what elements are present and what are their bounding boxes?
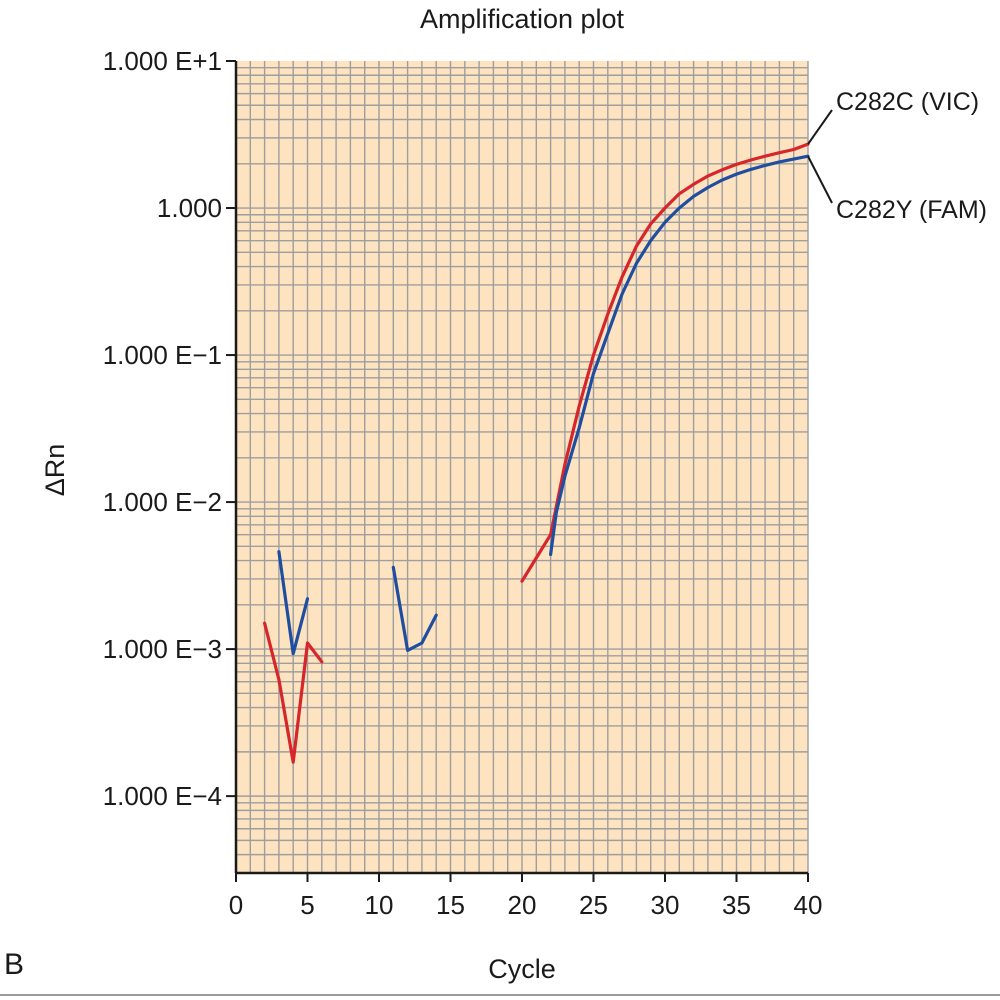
x-tick-label: 5 [300, 890, 314, 920]
series-line [391, 565, 438, 652]
panel-label: B [4, 948, 25, 981]
y-tick-label: 1.000 E−3 [103, 634, 222, 664]
x-tick-label: 10 [365, 890, 394, 920]
x-tick-label: 35 [722, 890, 751, 920]
x-tick-label: 20 [508, 890, 537, 920]
y-tick-label: 1.000 E−1 [103, 340, 222, 370]
y-tick-label: 1.000 [157, 193, 222, 223]
x-tick-label: 40 [794, 890, 823, 920]
series-line [520, 142, 810, 583]
series-label: C282Y (FAM) [836, 196, 987, 224]
x-axis-label: Cycle [488, 954, 556, 984]
x-tick-label: 30 [651, 890, 680, 920]
axes: 0 5 10 15 20 25 30 35 40 1.000 E+1 1.000 1.000 E−1 1… [103, 46, 823, 920]
series-layer [263, 142, 810, 764]
series-line [549, 154, 810, 557]
grid [235, 61, 809, 874]
y-axis-label: ΔRn [40, 444, 70, 497]
series-label: C282C (VIC) [836, 88, 979, 116]
chart-title: Amplification plot [420, 4, 625, 34]
bottom-divider [0, 994, 1000, 996]
x-tick-label: 0 [229, 890, 243, 920]
y-tick-label: 1.000 E−4 [103, 781, 222, 811]
series-labels: C282C (VIC) C282Y (FAM) [807, 88, 987, 224]
y-tick-label: 1.000 E−2 [103, 487, 222, 517]
y-tick-label: 1.000 E+1 [103, 46, 222, 76]
x-tick-label: 25 [579, 890, 608, 920]
x-tick-label: 15 [436, 890, 465, 920]
series-line [263, 621, 324, 764]
series-label-leader [807, 155, 833, 204]
series-label-leader [807, 109, 833, 145]
series-line [277, 550, 310, 656]
